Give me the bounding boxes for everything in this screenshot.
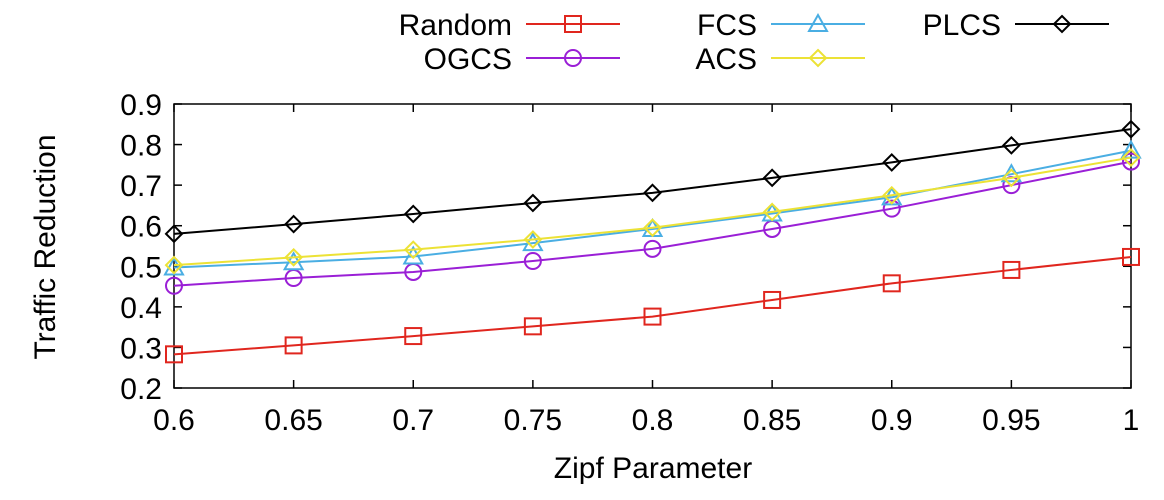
data-point-acs [284, 247, 304, 267]
legend-label-fcs: FCS [697, 9, 757, 42]
data-point-plcs [164, 224, 184, 244]
data-point-plcs [1121, 119, 1141, 139]
data-point-plcs [762, 168, 782, 188]
data-point-acs [643, 218, 662, 238]
series-line-ogcs [173, 160, 1132, 287]
data-point-plcs [403, 204, 423, 224]
legend-label-plcs: PLCS [923, 9, 1001, 42]
y-tick-label: 0.3 [120, 332, 162, 365]
y-axis-label: Traffic Reduction [29, 134, 62, 359]
legend-marker-random [564, 15, 582, 33]
data-point-acs [882, 185, 902, 205]
y-tick-label: 0.2 [120, 373, 162, 406]
data-point-ogcs [882, 199, 901, 218]
legend-marker-ogcs [564, 49, 582, 67]
series-acs [164, 148, 1141, 275]
y-tick-label: 0.6 [120, 211, 162, 244]
series-line-random [173, 255, 1132, 356]
y-tick-label: 0.8 [120, 130, 162, 163]
data-point-ogcs [165, 276, 183, 295]
series-line-acs [173, 156, 1132, 267]
data-point-ogcs [643, 239, 662, 258]
x-tick-label: 0.85 [743, 404, 801, 437]
legend-item-fcs: FCS [697, 9, 865, 42]
data-point-random [763, 290, 782, 309]
series-ogcs [165, 152, 1140, 295]
x-tick-label: 0.7 [392, 404, 434, 437]
data-point-random [523, 317, 542, 336]
data-point-acs [1001, 168, 1021, 188]
data-point-random [165, 345, 183, 364]
legend-item-plcs: PLCS [923, 9, 1109, 42]
data-point-ogcs [523, 252, 542, 271]
data-point-plcs [882, 153, 902, 172]
x-tick-label: 0.9 [871, 404, 913, 437]
data-point-acs [762, 202, 782, 222]
data-point-random [1002, 260, 1021, 279]
series-fcs [163, 139, 1142, 276]
y-tick-label: 0.5 [120, 251, 162, 284]
legend-marker-plcs [1052, 14, 1072, 34]
data-point-plcs [284, 214, 304, 234]
data-point-fcs [163, 256, 185, 276]
data-point-random [404, 327, 423, 346]
data-point-acs [164, 255, 184, 275]
series-line-fcs [173, 149, 1132, 269]
y-tick-label: 0.4 [120, 292, 162, 325]
legend-label-ogcs: OGCS [424, 43, 512, 76]
data-point-acs [403, 240, 423, 260]
series-layer [163, 119, 1142, 364]
legend-marker-fcs [807, 12, 829, 32]
data-point-acs [523, 230, 543, 249]
data-point-acs [1121, 148, 1141, 167]
legend-marker-acs [808, 48, 828, 68]
legend-label-random: Random [399, 9, 512, 42]
data-point-plcs [643, 183, 662, 203]
x-tick-label: 1 [1123, 404, 1140, 437]
x-tick-label: 0.65 [264, 404, 322, 437]
y-tick-label: 0.7 [120, 170, 162, 203]
series-random [165, 247, 1140, 364]
x-tick-label: 0.8 [632, 404, 674, 437]
data-point-random [284, 336, 303, 355]
y-tick-label: 0.9 [120, 89, 162, 122]
legend-item-random: Random [399, 9, 620, 42]
data-point-plcs [523, 193, 543, 213]
x-tick-label: 0.6 [153, 404, 195, 437]
plot-border [173, 103, 1132, 389]
data-point-random [882, 274, 901, 293]
data-point-random [1122, 247, 1140, 266]
legend-item-acs: ACS [695, 43, 865, 76]
legend-label-acs: ACS [695, 43, 757, 76]
series-line-plcs [173, 128, 1132, 235]
data-point-random [643, 307, 662, 326]
data-point-ogcs [1122, 152, 1140, 171]
data-point-plcs [1001, 135, 1021, 155]
legend-item-ogcs: OGCS [424, 43, 620, 76]
x-tick-label: 0.95 [982, 404, 1040, 437]
plot-frame: 0.6 0.65 0.7 0.75 0.8 0.85 0.9 0.95 1 0.2 0.3 0.4 0.… [120, 89, 1139, 437]
data-point-fcs [402, 245, 424, 265]
series-plcs [164, 119, 1141, 244]
x-axis-label: Zipf Parameter [554, 452, 752, 485]
x-tick-label: 0.75 [504, 404, 562, 437]
